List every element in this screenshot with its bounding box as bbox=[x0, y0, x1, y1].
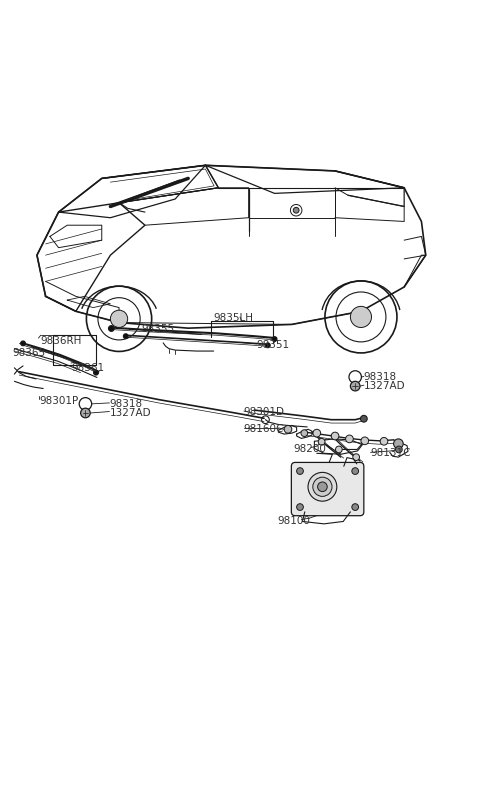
Circle shape bbox=[360, 416, 367, 422]
Text: 98100: 98100 bbox=[277, 517, 310, 526]
Circle shape bbox=[352, 468, 359, 474]
Text: 98301P: 98301P bbox=[39, 396, 79, 406]
Circle shape bbox=[293, 207, 299, 213]
Circle shape bbox=[284, 425, 292, 433]
Circle shape bbox=[81, 409, 90, 418]
Circle shape bbox=[396, 446, 402, 453]
Text: 9836RH: 9836RH bbox=[41, 336, 82, 347]
Circle shape bbox=[346, 435, 353, 443]
Circle shape bbox=[123, 334, 128, 339]
Circle shape bbox=[331, 433, 339, 440]
Circle shape bbox=[350, 381, 360, 391]
Circle shape bbox=[380, 437, 388, 445]
Text: 98131C: 98131C bbox=[371, 449, 411, 458]
Text: 98200: 98200 bbox=[294, 444, 326, 453]
Circle shape bbox=[94, 370, 98, 375]
Text: 98318: 98318 bbox=[109, 400, 143, 409]
Circle shape bbox=[352, 504, 359, 510]
Circle shape bbox=[308, 473, 337, 501]
Circle shape bbox=[350, 306, 372, 328]
Circle shape bbox=[108, 326, 114, 332]
Circle shape bbox=[110, 310, 128, 328]
Text: 98351: 98351 bbox=[257, 340, 290, 350]
Circle shape bbox=[318, 438, 325, 445]
Text: 98301D: 98301D bbox=[244, 407, 285, 417]
Circle shape bbox=[313, 429, 321, 437]
Text: 9835LH: 9835LH bbox=[214, 313, 253, 323]
Text: 1327AD: 1327AD bbox=[109, 408, 151, 418]
Circle shape bbox=[353, 454, 360, 461]
Circle shape bbox=[21, 341, 25, 346]
Circle shape bbox=[336, 446, 342, 453]
Text: 98160C: 98160C bbox=[244, 425, 284, 434]
Circle shape bbox=[318, 482, 327, 492]
Circle shape bbox=[361, 437, 369, 445]
Text: 98361: 98361 bbox=[71, 363, 104, 372]
Circle shape bbox=[313, 477, 332, 497]
Text: 98318: 98318 bbox=[364, 372, 397, 382]
Circle shape bbox=[297, 504, 303, 510]
Circle shape bbox=[297, 468, 303, 474]
Circle shape bbox=[394, 439, 403, 449]
FancyBboxPatch shape bbox=[291, 462, 364, 516]
Text: 1327AD: 1327AD bbox=[364, 381, 406, 391]
Text: 98355: 98355 bbox=[142, 324, 175, 335]
Text: 98365: 98365 bbox=[12, 348, 45, 359]
Circle shape bbox=[272, 336, 277, 341]
Circle shape bbox=[265, 343, 270, 348]
Circle shape bbox=[301, 430, 308, 437]
